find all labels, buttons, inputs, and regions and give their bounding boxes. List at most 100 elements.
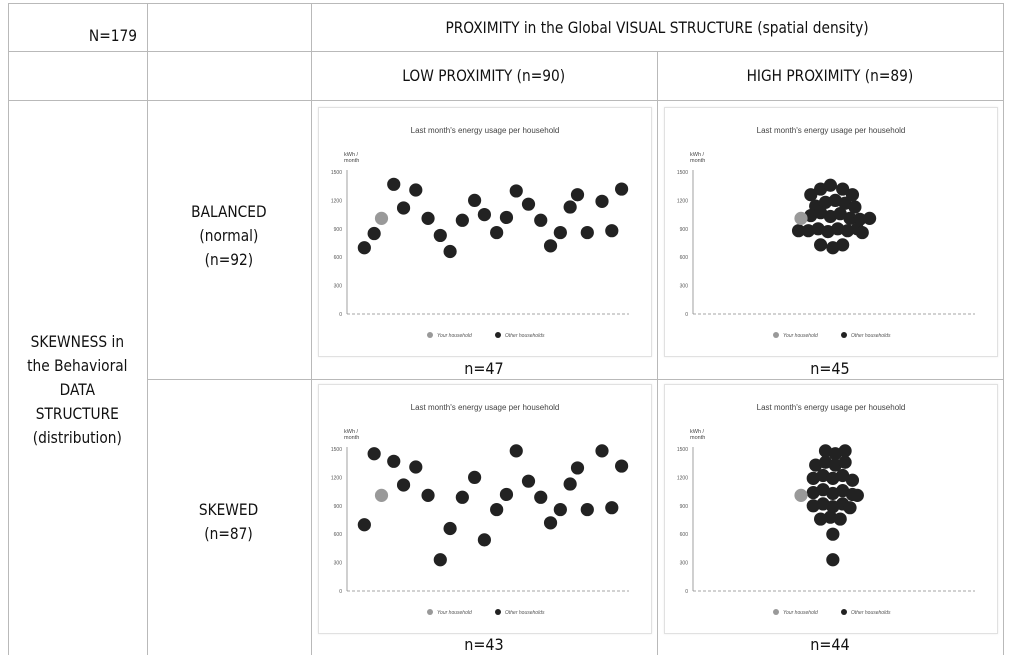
other-household-point	[553, 225, 567, 240]
other-household-point	[477, 208, 491, 222]
legend-other-households: Other households	[505, 610, 545, 616]
other-household-point	[534, 213, 548, 227]
chart-skewed-high: Last month's energy usage per household k…	[677, 403, 975, 616]
other-household-point	[499, 210, 514, 225]
legend-your-household-marker	[773, 609, 779, 615]
other-household-point	[357, 241, 371, 255]
your-household-point	[374, 488, 389, 502]
other-household-point	[863, 211, 877, 225]
count-balanced-high: n=45	[810, 358, 850, 378]
other-household-point	[845, 473, 860, 487]
other-household-point	[814, 238, 828, 252]
other-household-point	[543, 516, 558, 530]
y-tick-label: 0	[685, 312, 688, 318]
y-tick-label: 1500	[677, 170, 688, 176]
other-household-point	[509, 444, 523, 458]
chart-title: Last month's energy usage per household	[411, 403, 560, 412]
other-household-point	[838, 444, 852, 458]
y-axis-label-unit: month	[344, 158, 359, 164]
count-balanced-low: n=47	[464, 358, 504, 378]
other-household-point	[801, 224, 815, 238]
other-household-point	[396, 478, 411, 492]
other-household-point	[615, 182, 629, 196]
y-axis-label-unit: month	[690, 158, 705, 164]
sample-size: N=179	[88, 25, 138, 45]
y-tick-label: 1500	[331, 170, 342, 176]
other-household-point	[804, 188, 818, 202]
skewness-title-line: the Behavioral	[27, 355, 128, 375]
other-household-point	[848, 200, 862, 214]
other-household-point	[570, 461, 585, 475]
y-tick-label: 900	[680, 504, 689, 510]
count-balanced-low-cell: n=47	[311, 356, 657, 380]
sample-size-cell: N=179	[8, 10, 147, 60]
legend-other-households-marker	[841, 609, 847, 615]
y-tick-label: 300	[680, 561, 689, 567]
other-household-point	[806, 499, 820, 513]
other-household-point	[833, 207, 847, 221]
y-tick-label: 900	[334, 227, 343, 233]
y-tick-label: 300	[334, 561, 343, 567]
y-tick-label: 1500	[677, 447, 688, 453]
skewness-label-cell: SKEWNESS in the Behavioral DATA STRUCTUR…	[8, 100, 147, 655]
legend-your-household-marker	[427, 332, 433, 338]
y-tick-label: 300	[334, 284, 343, 290]
skewness-title: SKEWNESS in the Behavioral DATA STRUCTUR…	[27, 330, 127, 450]
y-tick-label: 900	[680, 227, 689, 233]
other-household-point	[826, 527, 840, 541]
y-tick-label: 600	[334, 255, 343, 261]
grid-line-left	[8, 3, 9, 655]
legend-other-households: Other households	[851, 610, 891, 616]
y-tick-label: 1200	[677, 475, 688, 481]
y-axis-label: kWh /	[344, 429, 359, 435]
other-household-point	[563, 477, 577, 491]
chart-title: Last month's energy usage per household	[757, 403, 906, 412]
other-household-point	[468, 470, 482, 484]
other-household-point	[387, 177, 401, 191]
chart-panel-skewed-high: Last month's energy usage per household k…	[664, 384, 998, 634]
your-household-point	[374, 211, 389, 225]
other-household-point	[521, 197, 536, 211]
other-household-point	[396, 201, 411, 215]
grid-line-col1	[147, 3, 148, 655]
other-household-point	[468, 193, 482, 207]
y-tick-label: 0	[685, 589, 688, 595]
skewness-title-line: (distribution)	[32, 427, 123, 447]
count-skewed-high-cell: n=44	[657, 632, 1003, 656]
other-household-point	[367, 447, 381, 461]
skewness-title-line: STRUCTURE	[35, 403, 120, 423]
other-household-point	[580, 502, 594, 517]
other-household-point	[490, 502, 504, 517]
other-household-point	[570, 188, 585, 202]
grid-line-middle	[147, 379, 1004, 380]
balanced-label-line: (n=92)	[204, 249, 254, 269]
count-skewed-low: n=43	[464, 634, 504, 654]
proximity-title: PROXIMITY in the Global VISUAL STRUCTURE…	[445, 17, 869, 37]
skewness-title-line: DATA	[59, 379, 96, 399]
balanced-label-cell: BALANCED (normal) (n=92)	[147, 100, 311, 379]
legend-your-household: Your household	[783, 610, 818, 616]
other-household-point	[836, 238, 850, 252]
count-balanced-high-cell: n=45	[657, 356, 1003, 380]
legend-your-household: Your household	[437, 333, 472, 339]
other-household-point	[499, 487, 514, 502]
your-household-point	[794, 488, 808, 502]
other-household-point	[850, 488, 864, 502]
grid-line-subheader	[8, 100, 1004, 101]
y-tick-label: 1500	[331, 447, 342, 453]
other-household-point	[823, 178, 837, 192]
chart-panel-balanced-high: Last month's energy usage per household k…	[664, 107, 998, 357]
other-household-point	[509, 184, 523, 198]
high-proximity-header-cell: HIGH PROXIMITY (n=89)	[657, 51, 1003, 100]
legend-your-household-marker	[773, 332, 779, 338]
balanced-label: BALANCED (normal) (n=92)	[191, 200, 266, 272]
other-household-point	[831, 222, 845, 236]
other-household-point	[836, 468, 850, 483]
grid-line-top	[8, 3, 1004, 4]
other-household-point	[443, 244, 457, 259]
balanced-label-line: (normal)	[199, 225, 259, 245]
y-axis-label: kWh /	[690, 429, 705, 435]
y-axis-label: kWh /	[690, 152, 705, 158]
grid-line-col3	[657, 51, 658, 655]
other-household-point	[521, 474, 536, 488]
